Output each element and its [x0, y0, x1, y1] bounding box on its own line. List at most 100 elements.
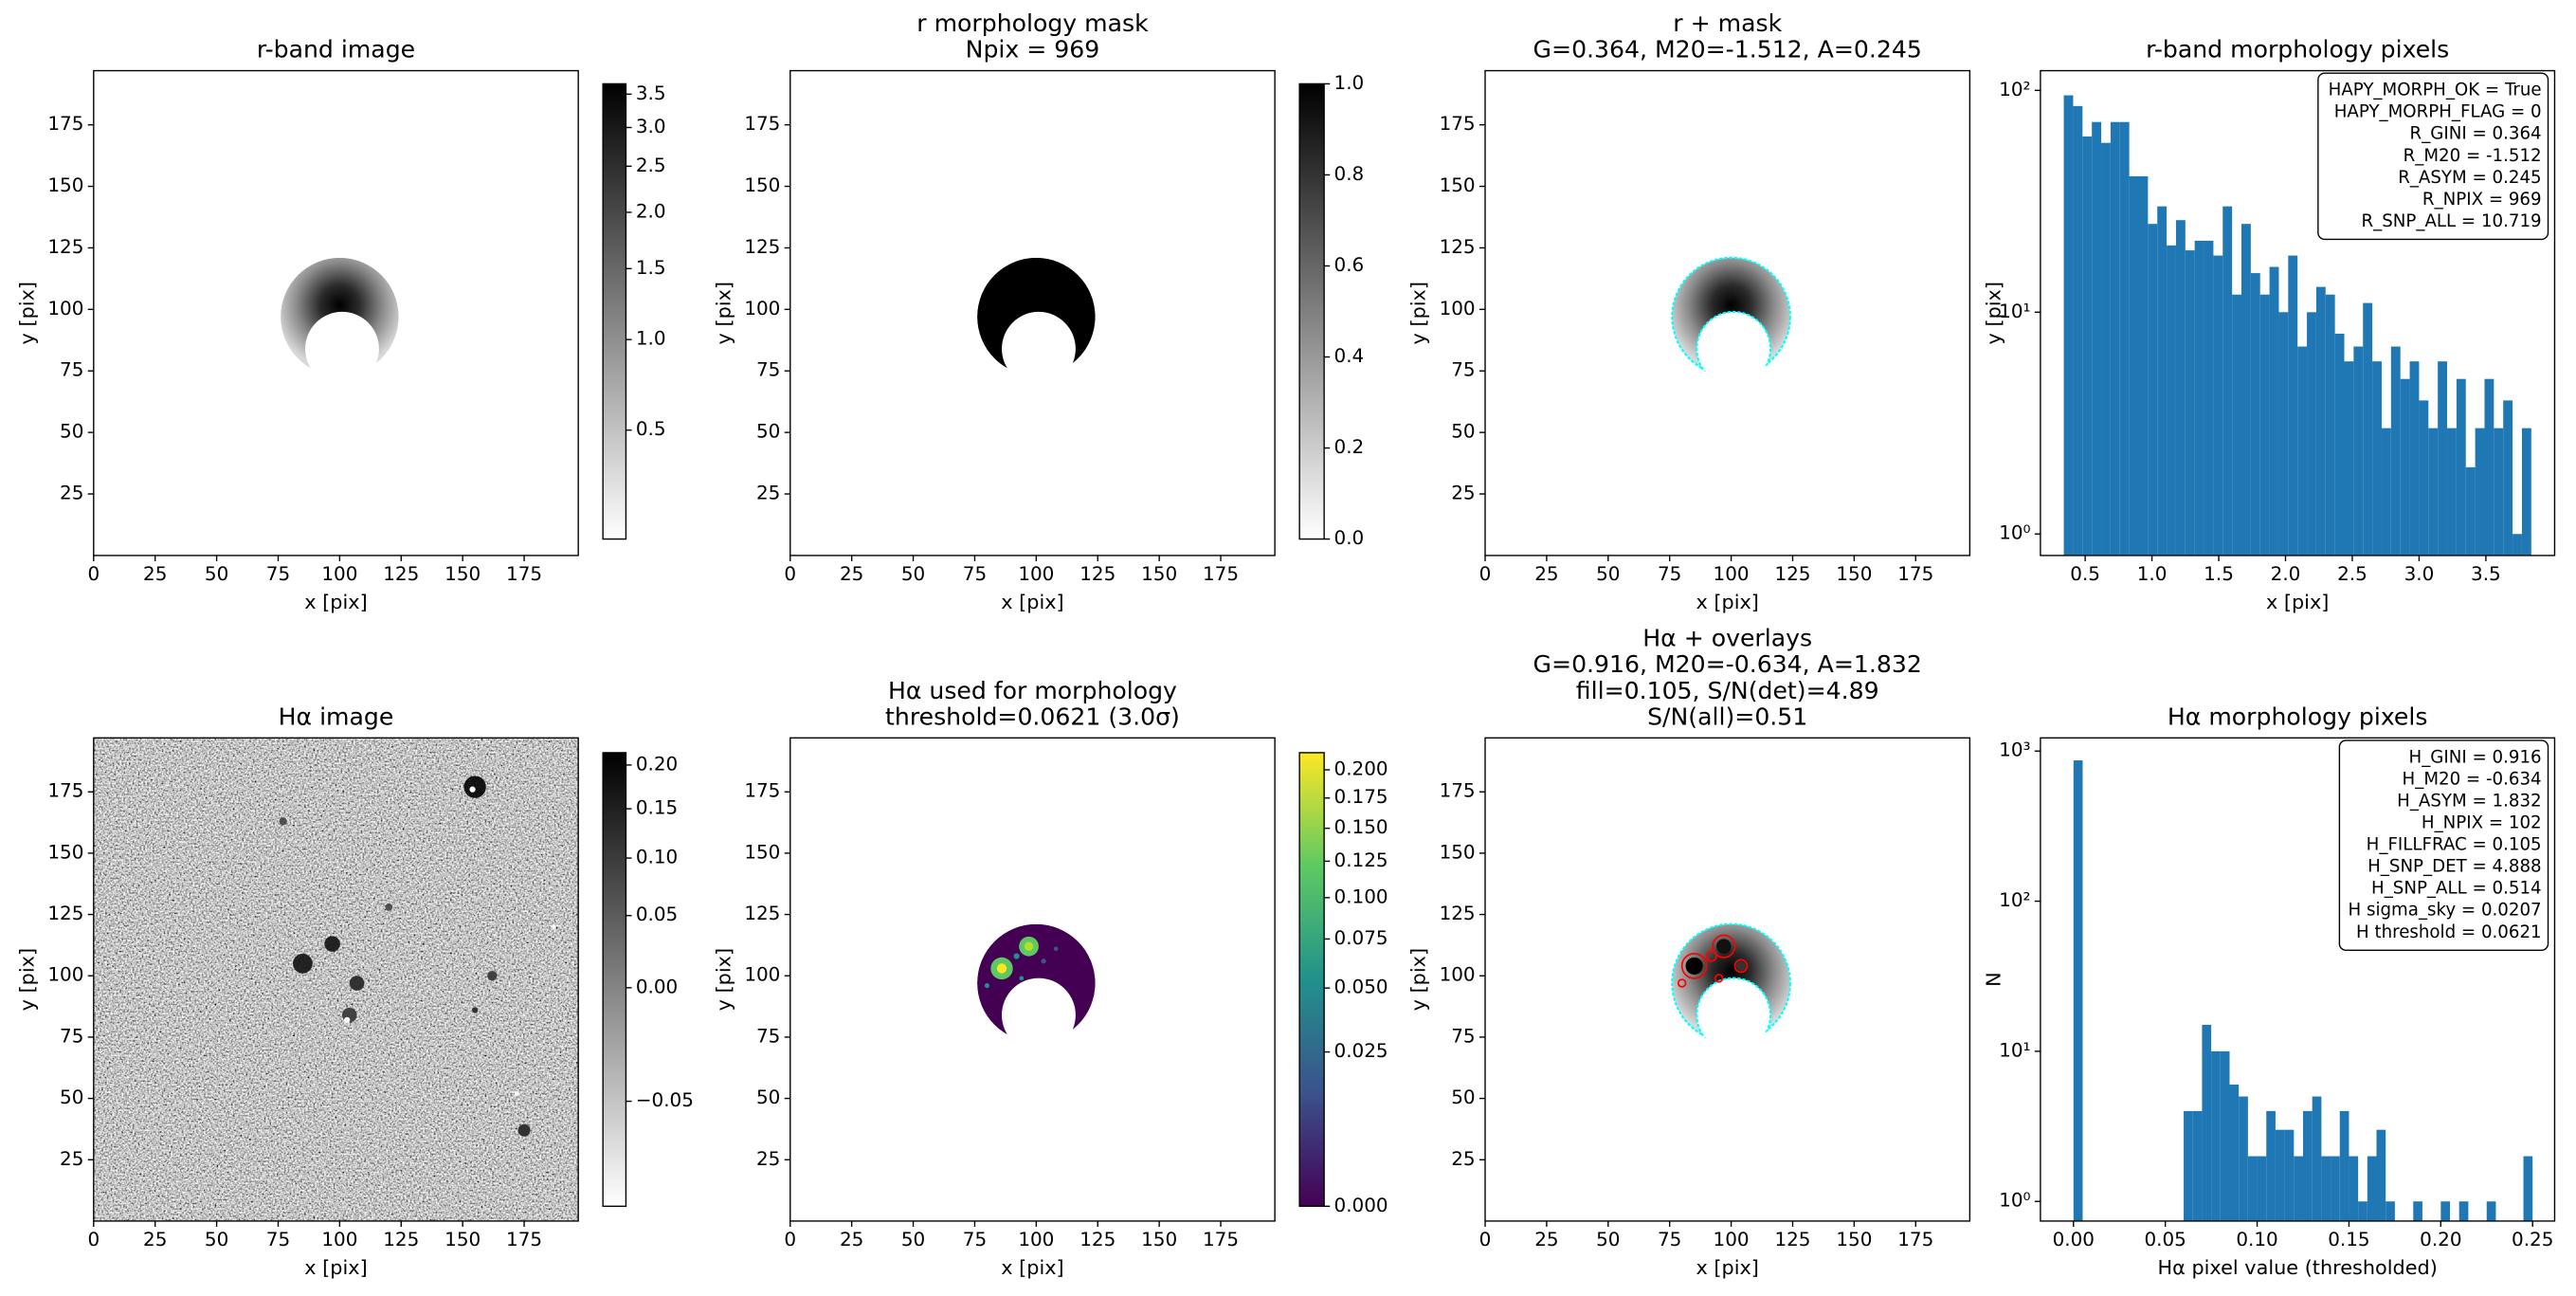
source-blob [324, 936, 340, 952]
x-tick-label: 50 [901, 1229, 925, 1250]
histogram-bar [2339, 1110, 2349, 1221]
annotation-line: H_SNP_DET = 4.888 [2367, 857, 2541, 877]
y-tick-label: 150 [744, 174, 780, 196]
threshold-contour [1680, 953, 1708, 979]
x-tick-label: 0.15 [2328, 1229, 2369, 1250]
histogram-bar [2321, 1156, 2331, 1221]
histogram-bar [2275, 1129, 2285, 1221]
colorbar [1298, 82, 1325, 540]
colorbar-tick-label: 0.10 [636, 847, 678, 868]
histogram-bar [2284, 1129, 2295, 1221]
colorbar-tick-label: 0.0 [1334, 527, 1365, 549]
x-tick-label: 125 [1079, 563, 1116, 585]
x-axis-label: x [pix] [1696, 591, 1758, 613]
x-tick-label: 175 [1897, 1229, 1933, 1250]
x-axis-label: x [pix] [1001, 1256, 1063, 1279]
histogram-bar [2222, 206, 2233, 556]
y-tick-label: 25 [756, 1148, 780, 1170]
y-axis-label: y [pix] [15, 948, 38, 1011]
source-spot [1685, 957, 1703, 975]
x-axis-label: x [pix] [304, 1256, 367, 1279]
y-tick-label: 75 [1451, 1025, 1475, 1047]
y-tick-label: 175 [744, 780, 780, 802]
histogram-bar [2353, 346, 2364, 556]
source-blob [517, 1123, 531, 1137]
histogram-bar [2232, 294, 2241, 556]
source-spot [1013, 953, 1020, 959]
colorbar-tick-label: 1.0 [1334, 72, 1365, 94]
histogram-bar [2194, 240, 2204, 556]
panel-title: S/N(all)=0.51 [1647, 703, 1807, 731]
source-blob [385, 903, 393, 911]
annotation-line: H_ASYM = 1.832 [2397, 791, 2541, 811]
y-tick-label: 50 [1451, 1086, 1475, 1108]
y-tick-label: 175 [1440, 780, 1476, 802]
mask-outline [1671, 922, 1791, 1044]
panel: 0 25 50 75 100 125 150 175 25 50 75 100 125 150 175 Hα … [712, 677, 1388, 1279]
histogram-bar [2494, 428, 2504, 556]
y-axis-label: y [pix] [712, 948, 735, 1011]
histogram-bar [2465, 466, 2476, 556]
colorbar-tick-label: 0.175 [1334, 786, 1388, 808]
histogram-bar [2386, 1201, 2395, 1221]
colorbar-tick-label: 0.5 [636, 418, 666, 440]
annotation-line: H_M20 = -0.634 [2403, 769, 2542, 789]
y-tick-label: 125 [47, 236, 83, 258]
threshold-contour [1705, 950, 1717, 962]
colorbar-tick-label: 0.125 [1334, 849, 1388, 871]
x-tick-label: 0 [1479, 563, 1492, 585]
colorbar-tick-label: 0.05 [636, 904, 678, 925]
colorbar-tick-label: 0.00 [636, 976, 678, 997]
noise-background [93, 738, 579, 1221]
colorbar-tick-label: 0.8 [1334, 163, 1365, 185]
y-tick-label: 100 [744, 964, 780, 986]
panel-title: Hα + overlays [1642, 624, 1812, 651]
panel-title: r-band morphology pixels [2146, 36, 2449, 64]
x-axis-label: Hα pixel value (thresholded) [2157, 1256, 2437, 1279]
mask-outline [1696, 977, 1772, 1053]
axes-frame [1484, 737, 1971, 1222]
y-tick-label: 75 [1451, 359, 1475, 381]
x-tick-label: 0.05 [2144, 1229, 2186, 1250]
y-axis-label: N [1982, 972, 2005, 987]
y-tick-label: 100 [1440, 298, 1476, 319]
x-axis-label: x [pix] [304, 591, 367, 613]
source [281, 257, 399, 376]
histogram-bar [2363, 302, 2373, 556]
histogram-bar [2302, 1110, 2313, 1221]
source-body [1672, 257, 1790, 376]
y-tick-label: 175 [47, 780, 83, 802]
source-blob [463, 776, 486, 798]
histogram-bar [2334, 333, 2345, 556]
annotation-line: H threshold = 0.0621 [2356, 922, 2542, 942]
x-tick-label: 125 [383, 1229, 419, 1250]
panel: 0.00 0.05 0.10 0.15 0.20 0.25 10⁰ 10¹ 10² 10³ Hα m… [1982, 703, 2556, 1279]
x-tick-label: 50 [1596, 1229, 1620, 1250]
axes-frame [789, 69, 1276, 557]
y-tick-label: 100 [744, 298, 780, 319]
histogram-bar [2192, 1110, 2203, 1221]
panel-title: Npix = 969 [966, 36, 1100, 64]
colorbar-tick-label: 0.200 [1334, 758, 1388, 779]
histogram-bar [2257, 1156, 2267, 1221]
panel-title: Hα morphology pixels [2168, 703, 2428, 731]
x-tick-label: 0 [784, 563, 796, 585]
x-tick-label: 25 [1534, 1229, 1558, 1250]
x-tick-label: 1.0 [2137, 563, 2168, 585]
colorbar-tick-label: 2.0 [636, 200, 666, 222]
annotation-line: R_SNP_ALL = 10.719 [2362, 211, 2542, 231]
panel-title: threshold=0.0621 (3.0σ) [885, 703, 1180, 731]
annotation-line: H_SNP_ALL = 0.514 [2371, 879, 2542, 899]
plot-area [1485, 738, 1970, 1221]
source-spot [996, 963, 1007, 974]
panel-title: r + mask [1673, 9, 1782, 37]
x-tick-label: 75 [266, 563, 290, 585]
x-tick-label: 125 [1774, 563, 1810, 585]
annotation-line: H_FILLFRAC = 0.105 [2367, 835, 2542, 855]
x-tick-label: 150 [1141, 563, 1177, 585]
colorbar [602, 752, 627, 1208]
y-tick-label: 75 [756, 359, 780, 381]
y-axis-label: y [pix] [1982, 282, 2005, 344]
x-tick-label: 75 [1658, 1229, 1681, 1250]
